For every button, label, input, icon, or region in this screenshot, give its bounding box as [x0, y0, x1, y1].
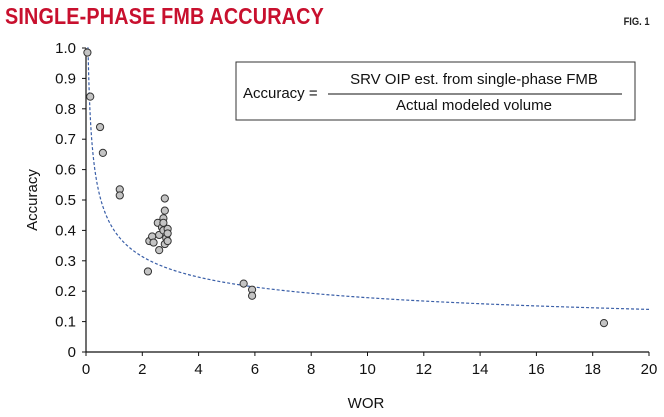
x-axis-label: WOR [348, 395, 385, 412]
x-tick-label: 12 [415, 361, 432, 378]
x-tick-label: 14 [472, 361, 489, 378]
y-tick-label: 0.8 [55, 101, 76, 118]
formula-box: Accuracy = SRV OIP est. from single-phas… [235, 61, 636, 121]
data-point [160, 206, 169, 215]
data-point [149, 238, 158, 247]
data-point [155, 246, 164, 255]
x-tick-label: 16 [528, 361, 545, 378]
y-tick-label: 0.7 [55, 131, 76, 148]
data-point [83, 48, 92, 57]
data-point [143, 267, 153, 276]
y-tick-label: 0 [68, 344, 76, 361]
data-point [98, 148, 107, 157]
y-tick-label: 0.4 [55, 222, 76, 239]
y-tick-label: 0.1 [55, 314, 76, 331]
y-axis-label: Accuracy [24, 169, 41, 231]
chart-title: SINGLE-PHASE FMB ACCURACY [5, 3, 324, 29]
x-axis-ticks: 0 2 4 6 8 10 12 14 16 18 20 [82, 352, 658, 378]
y-tick-label: 0.6 [55, 162, 76, 179]
y-tick-label: 1.0 [55, 40, 76, 57]
y-tick-label: 0.2 [55, 283, 76, 300]
y-axis-ticks: 0 0.1 0.2 0.3 0.4 0.5 0.6 0.7 0.8 0.9 1.0 [55, 40, 86, 361]
x-tick-label: 0 [82, 361, 90, 378]
x-tick-label: 8 [307, 361, 315, 378]
data-point [247, 291, 257, 300]
data-point [163, 236, 172, 246]
x-tick-label: 2 [138, 361, 146, 378]
formula-denominator: Actual modeled volume [396, 97, 552, 114]
data-point [86, 92, 95, 101]
data-points [83, 48, 609, 328]
y-tick-label: 0.3 [55, 253, 76, 270]
x-tick-label: 10 [359, 361, 376, 378]
figure-label: FIG. 1 [624, 16, 650, 28]
formula-frame [235, 61, 636, 121]
x-tick-label: 18 [584, 361, 601, 378]
y-tick-label: 0.9 [55, 70, 76, 87]
x-tick-label: 4 [194, 361, 202, 378]
data-point [239, 279, 248, 288]
x-tick-label: 20 [641, 361, 658, 378]
data-point [163, 229, 172, 238]
y-tick-label: 0.5 [55, 192, 76, 209]
formula-lhs: Accuracy = [243, 85, 318, 102]
data-point [160, 194, 169, 203]
formula-numerator: SRV OIP est. from single-phase FMB [350, 71, 598, 88]
x-tick-label: 6 [251, 361, 259, 378]
data-point [95, 122, 105, 132]
data-point [115, 191, 124, 200]
data-point [599, 319, 609, 328]
